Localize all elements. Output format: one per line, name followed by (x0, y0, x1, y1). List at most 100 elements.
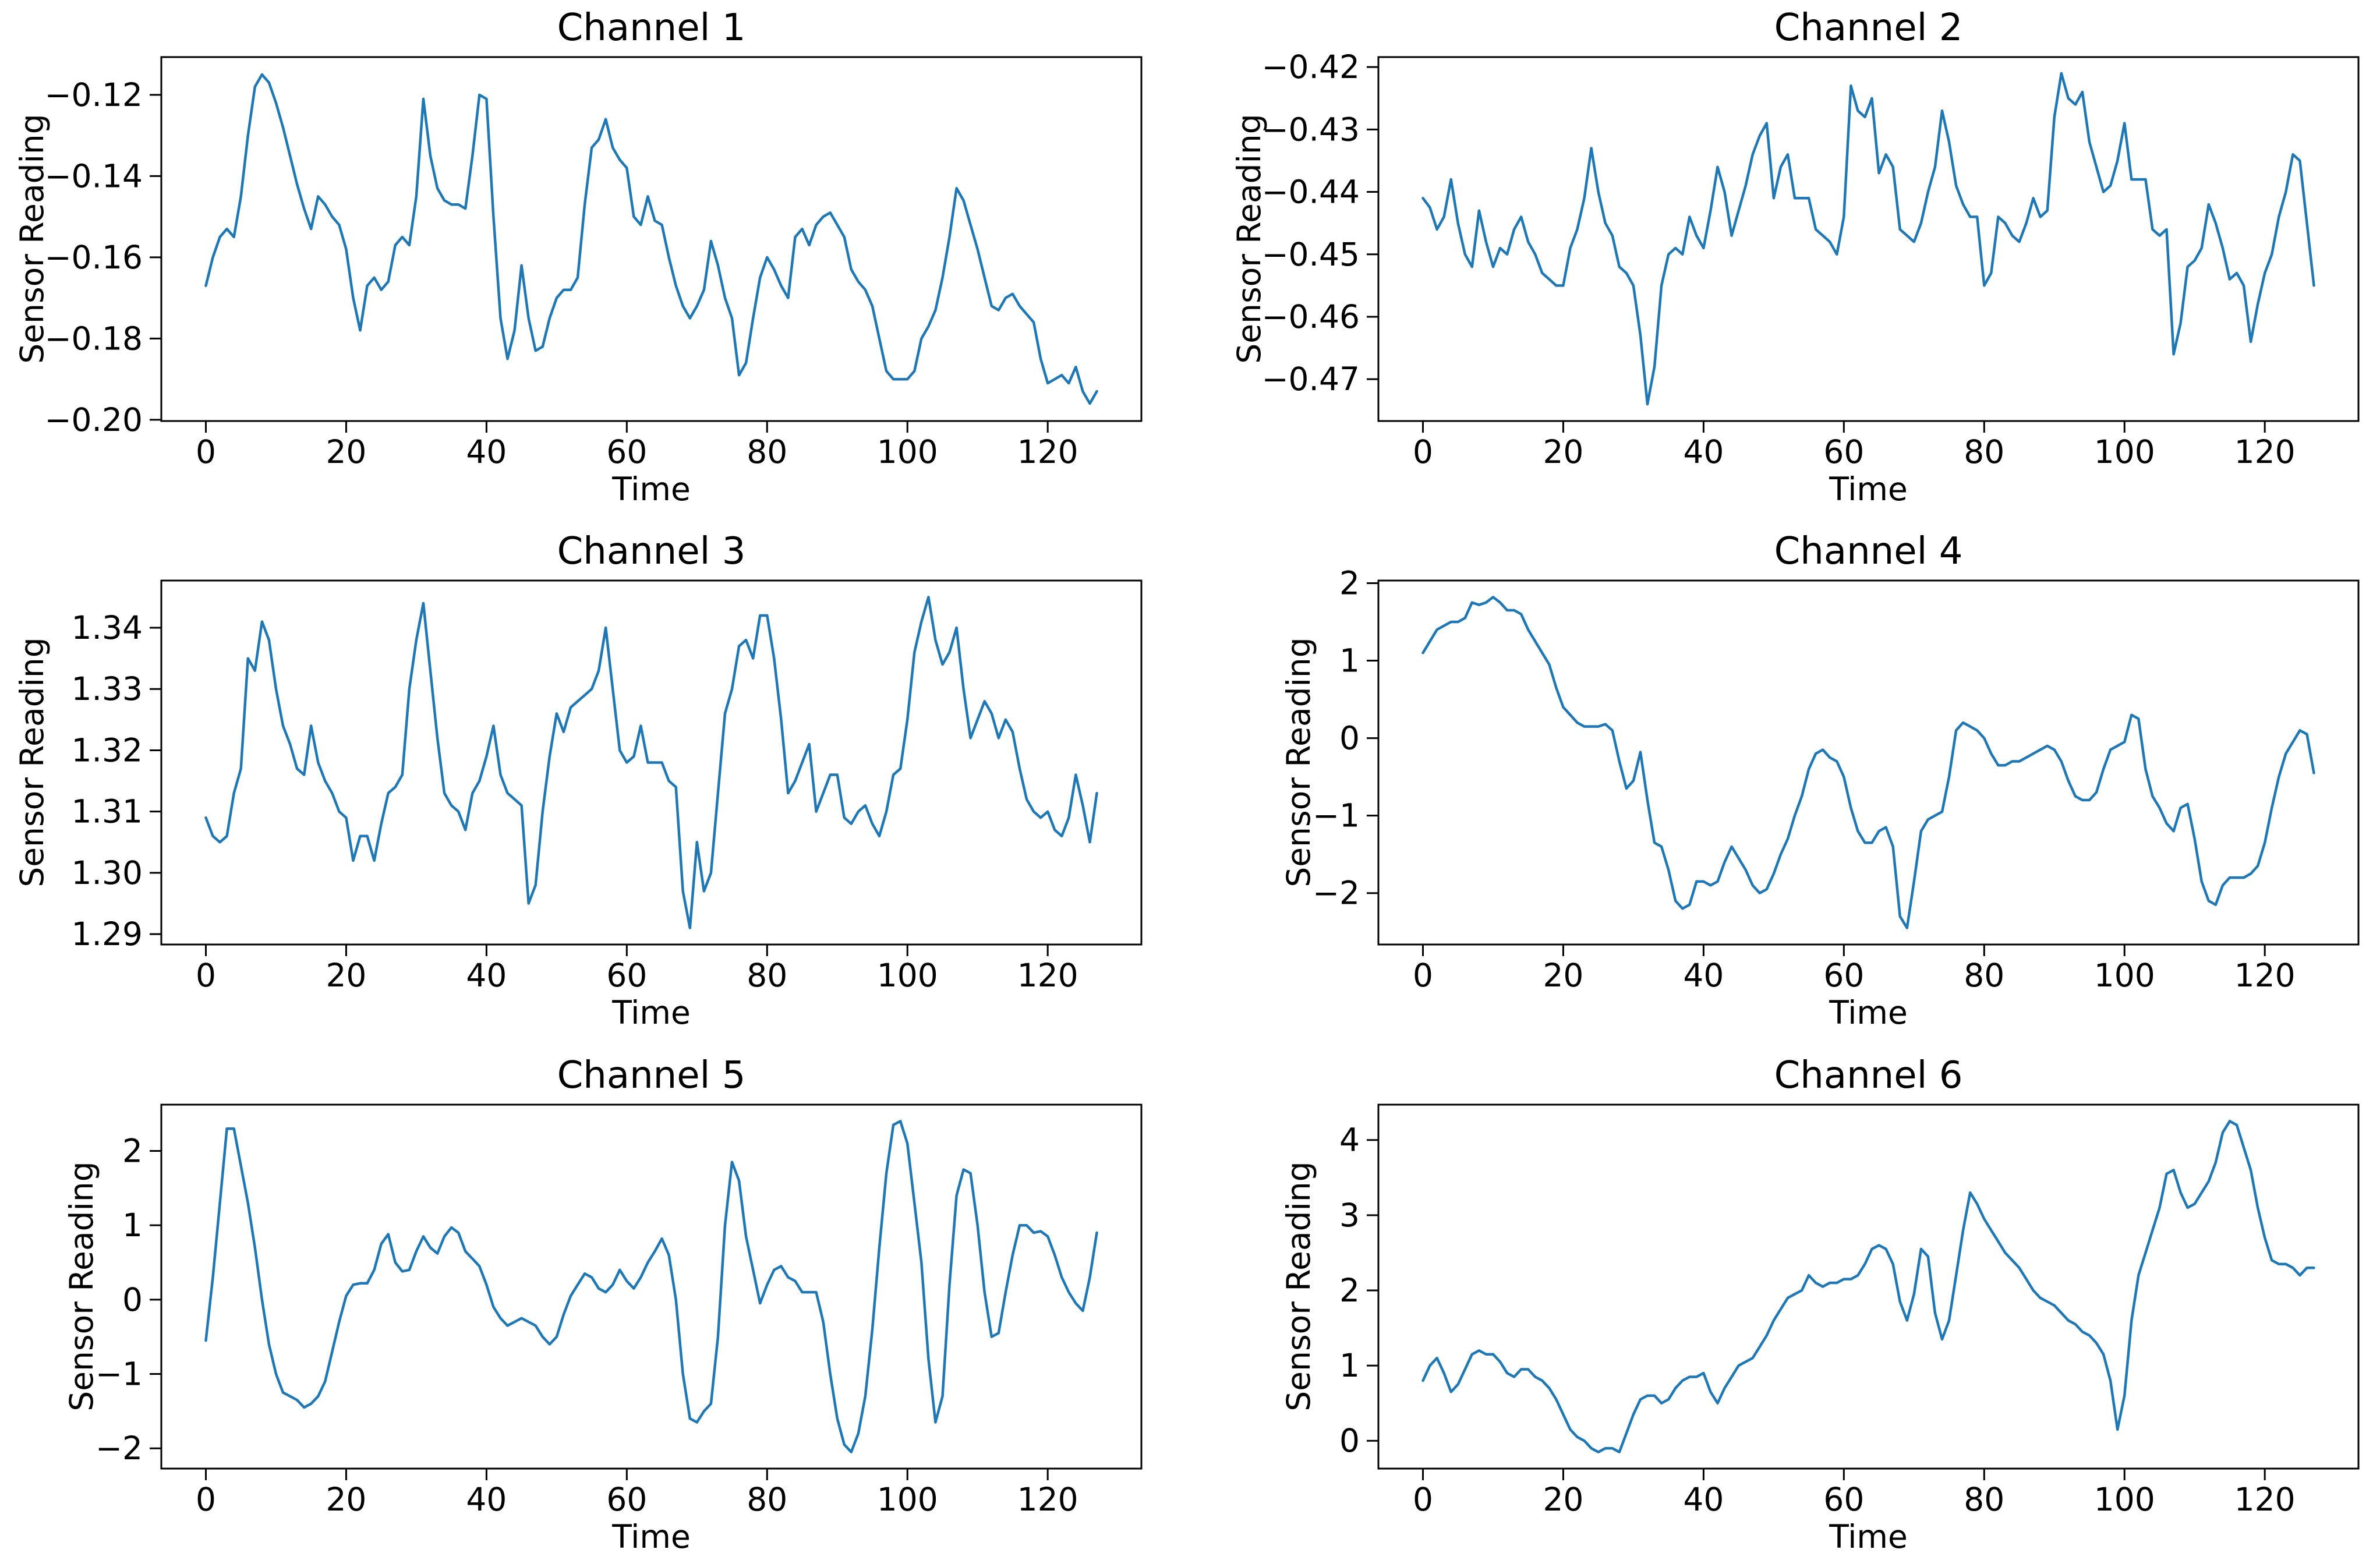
x-tick-label: 80 (1964, 433, 2004, 471)
x-tick-label: 20 (326, 1481, 366, 1518)
x-tick-label: 20 (1543, 1481, 1583, 1518)
x-tick-label: 20 (326, 433, 366, 471)
y-axis-label: Sensor Reading (13, 114, 51, 364)
x-tick-label: 120 (2234, 1481, 2296, 1518)
x-tick-label: 80 (747, 957, 787, 994)
data-line (1421, 596, 2315, 929)
x-tick-label: 0 (1413, 957, 1433, 994)
y-tick-label: −1 (96, 1356, 143, 1393)
x-tick-label: 100 (877, 1481, 938, 1518)
x-tick-label: 0 (1413, 1481, 1433, 1518)
axes-frame (160, 579, 1143, 946)
x-tick-label: 0 (196, 957, 216, 994)
x-tick-label: 120 (2234, 957, 2296, 994)
x-tick-label: 120 (1017, 1481, 1078, 1518)
y-tick-label: 2 (122, 1132, 143, 1169)
y-tick-label: −0.42 (1261, 48, 1360, 86)
y-tick-label: 1.32 (72, 731, 143, 769)
data-line (204, 1120, 1098, 1453)
subplot-channel-6: 0 20 40 60 80 100 120 0 1 2 3 4 (1339, 1103, 2360, 1518)
data-line (204, 596, 1098, 929)
x-tick-label: 60 (1823, 433, 1864, 471)
y-tick-label: −0.45 (1261, 236, 1360, 273)
x-axis-label: Time (612, 471, 691, 508)
y-tick-label: −2 (96, 1430, 143, 1467)
x-tick-label: 40 (1683, 1481, 1724, 1518)
y-tick-label: 0 (122, 1281, 143, 1318)
x-tick-label: 120 (1017, 957, 1078, 994)
y-tick-label: 1.31 (72, 793, 143, 830)
y-tick-label: 1.30 (72, 854, 143, 892)
y-tick-label: 1 (122, 1207, 143, 1244)
x-tick-label: 60 (606, 957, 647, 994)
x-tick-label: 20 (326, 957, 366, 994)
x-tick-label: 0 (1413, 433, 1433, 471)
x-tick-label: 60 (1823, 957, 1864, 994)
axes-frame (160, 56, 1143, 422)
x-tick-label: 0 (196, 1481, 216, 1518)
y-tick-label: −0.18 (44, 320, 143, 357)
x-tick-label: 100 (2094, 433, 2155, 471)
subplot-channel-1: 0 20 40 60 80 100 120 −0.12 −0.14 −0.16 −0.18 −0.20 (44, 56, 1143, 471)
x-tick-label: 100 (877, 433, 938, 471)
y-tick-label: 3 (1339, 1197, 1360, 1234)
x-tick-label: 100 (2094, 1481, 2155, 1518)
x-tick-label: 120 (2234, 433, 2296, 471)
y-tick-label: −0.14 (44, 157, 143, 194)
y-tick-label: 1.29 (72, 915, 143, 953)
x-tick-label: 0 (196, 433, 216, 471)
subplot-channel-2: 0 20 40 60 80 100 120 −0.42 −0.43 −0.44 −0.45 −0.46… (1261, 48, 2360, 471)
y-tick-label: −0.16 (44, 239, 143, 276)
x-tick-label: 80 (1964, 957, 2004, 994)
x-tick-label: 80 (747, 433, 787, 471)
subplot-title-channel-5: Channel 5 (557, 1054, 746, 1097)
y-axis-label: Sensor Reading (1230, 114, 1268, 364)
y-axis-label: Sensor Reading (62, 1161, 100, 1412)
data-line (204, 73, 1098, 405)
x-tick-label: 40 (1683, 957, 1724, 994)
y-axis-label: Sensor Reading (1279, 1161, 1317, 1412)
y-tick-label: 2 (1339, 564, 1360, 602)
x-tick-label: 100 (877, 957, 938, 994)
x-tick-label: 40 (466, 1481, 507, 1518)
y-tick-label: −0.47 (1261, 360, 1360, 398)
data-line (1421, 72, 2315, 406)
x-tick-label: 60 (606, 433, 647, 471)
x-tick-label: 100 (2094, 957, 2155, 994)
subplot-channel-4: 0 20 40 60 80 100 120 −2 −1 0 1 2 (1313, 564, 2360, 994)
x-tick-label: 20 (1543, 957, 1583, 994)
x-axis-label: Time (612, 1518, 691, 1555)
y-axis-label: Sensor Reading (1279, 637, 1317, 887)
y-tick-label: 1.33 (72, 670, 143, 708)
x-tick-label: 120 (1017, 433, 1078, 471)
x-tick-label: 60 (1823, 1481, 1864, 1518)
x-tick-label: 40 (1683, 433, 1724, 471)
subplot-title-channel-2: Channel 2 (1774, 6, 1963, 49)
x-tick-label: 40 (466, 433, 507, 471)
axes-frame (1377, 579, 2360, 946)
subplot-title-channel-3: Channel 3 (557, 530, 746, 573)
y-tick-label: −2 (1313, 875, 1360, 912)
y-tick-label: 1 (1339, 642, 1360, 680)
axes-frame (1377, 1103, 2360, 1470)
y-tick-label: 0 (1339, 1422, 1360, 1459)
y-tick-label: 2 (1339, 1272, 1360, 1309)
y-tick-label: −0.12 (44, 76, 143, 114)
subplot-channel-5: 0 20 40 60 80 100 120 −2 −1 0 1 2 (96, 1103, 1143, 1518)
axes-frame (160, 1103, 1143, 1470)
axes-frame (1377, 56, 2360, 422)
y-tick-label: −1 (1313, 797, 1360, 834)
x-axis-label: Time (1829, 994, 1908, 1031)
x-tick-label: 20 (1543, 433, 1583, 471)
y-tick-label: 0 (1339, 720, 1360, 757)
x-tick-label: 60 (606, 1481, 647, 1518)
y-tick-label: 1 (1339, 1347, 1360, 1384)
y-tick-label: −0.46 (1261, 298, 1360, 335)
y-tick-label: 4 (1339, 1122, 1360, 1159)
x-tick-label: 80 (1964, 1481, 2004, 1518)
y-tick-label: −0.43 (1261, 111, 1360, 148)
x-axis-label: Time (1829, 1518, 1908, 1555)
subplot-title-channel-4: Channel 4 (1774, 530, 1963, 573)
